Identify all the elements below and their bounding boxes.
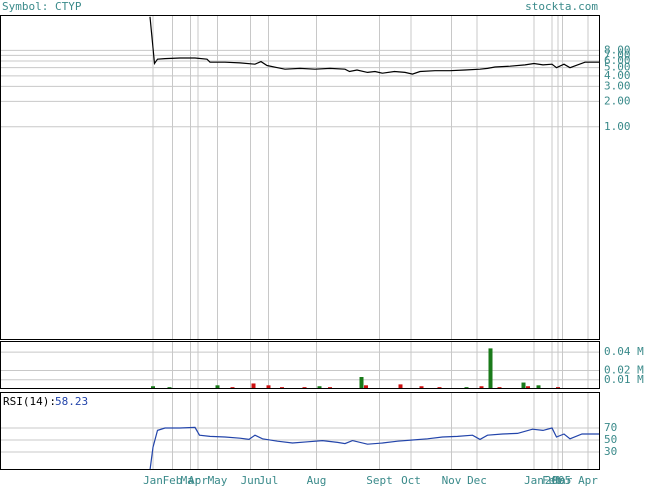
y-tick-label: 6.00 — [604, 54, 631, 67]
y-tick-label: 0.02 M — [604, 364, 644, 377]
x-tick-label: Nov — [442, 474, 462, 486]
volume-bar — [398, 384, 403, 389]
y-tick-label: 0.04 M — [604, 345, 644, 358]
x-tick-label: Feb — [163, 474, 183, 486]
y-tick-label: 4.00 — [604, 69, 631, 82]
volume-bar — [266, 385, 271, 389]
y-tick-label: 3.00 — [604, 79, 631, 92]
panel-frame — [0, 15, 600, 340]
indicator-value: 58.23 — [55, 395, 88, 408]
y-tick-label: 70 — [604, 421, 617, 434]
x-tick-label: Jan — [143, 474, 163, 486]
x-tick-label: Apr — [578, 474, 598, 486]
x-tick-label: Sept — [366, 474, 393, 486]
volume-bar — [215, 385, 220, 389]
volume-bar — [317, 386, 322, 389]
symbol-label: Symbol: CTYP — [2, 0, 82, 13]
indicator-label: RSI(14): — [3, 395, 56, 408]
x-tick-label: 2005 — [545, 474, 572, 486]
y-tick-label: 50 — [604, 433, 617, 446]
x-tick-label: May — [208, 474, 228, 486]
x-tick-label: Jan — [524, 474, 544, 486]
x-tick-label: Jun — [241, 474, 261, 486]
volume-bar — [251, 383, 256, 389]
volume-bar — [151, 386, 155, 389]
x-tick-label: Mar — [181, 474, 201, 486]
volume-bar — [359, 377, 364, 389]
price-line — [149, 16, 600, 75]
x-tick-label: Feb — [542, 474, 562, 486]
panel-frame — [0, 392, 600, 470]
x-tick-label: Jul — [259, 474, 279, 486]
x-tick-label: Aug — [307, 474, 327, 486]
volume-bar — [488, 348, 493, 389]
y-tick-label: 5.00 — [604, 61, 631, 74]
y-tick-label: 7.00 — [604, 48, 631, 61]
y-tick-label: 0.01 M — [604, 373, 644, 386]
y-tick-label: 1.00 — [604, 120, 631, 133]
volume-bar — [526, 386, 530, 389]
panel-frame — [0, 341, 600, 389]
y-tick-label: 30 — [604, 445, 617, 458]
volume-bar — [419, 386, 424, 389]
y-tick-label: 2.00 — [604, 94, 631, 107]
x-tick-label: Apr — [188, 474, 208, 486]
volume-bar — [521, 382, 526, 389]
volume-bar — [364, 385, 368, 389]
price-line — [149, 426, 600, 471]
x-tick-label: Dec — [467, 474, 487, 486]
x-tick-label: Mar — [553, 474, 573, 486]
y-tick-label: 8.00 — [604, 43, 631, 56]
volume-bar — [536, 385, 541, 389]
site-label: stockta.com — [525, 0, 598, 13]
volume-bar — [479, 386, 484, 389]
x-tick-label: Oct — [401, 474, 421, 486]
